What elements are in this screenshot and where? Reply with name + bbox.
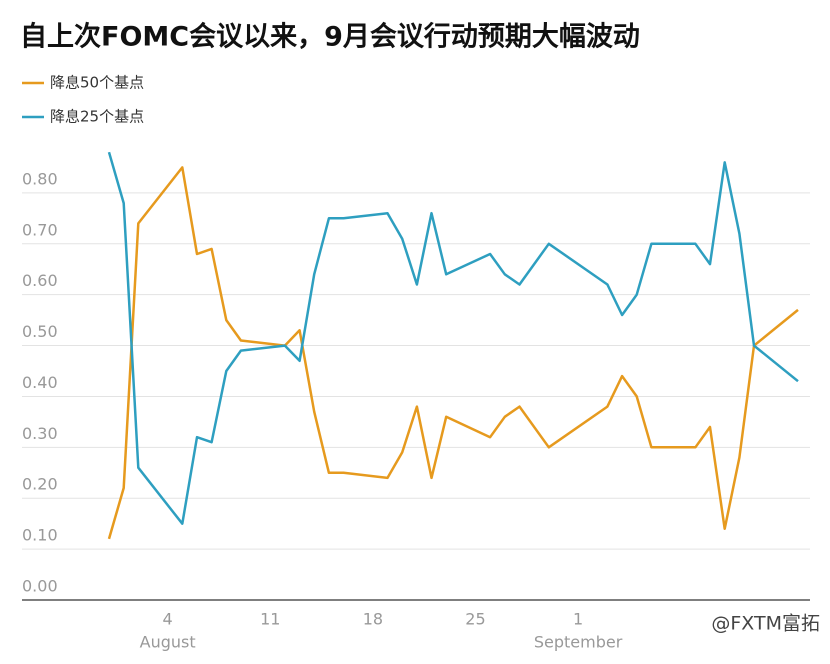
x-month-label: August	[140, 633, 196, 652]
x-tick-label: 18	[363, 610, 383, 629]
x-tick-label: 1	[573, 610, 583, 629]
y-tick-label: 0.60	[22, 271, 58, 290]
x-month-label: September	[534, 633, 623, 652]
y-tick-label: 0.40	[22, 373, 58, 392]
chart-title: 自上次FOMC会议以来，9月会议行动预期大幅波动	[20, 21, 640, 53]
y-tick-label: 0.30	[22, 424, 58, 443]
y-tick-label: 0.00	[22, 577, 58, 596]
legend-label: 降息25个基点	[50, 108, 144, 126]
series-line	[107, 151, 799, 525]
x-tick-label: 4	[163, 610, 173, 629]
y-tick-label: 0.80	[22, 169, 58, 188]
y-tick-label: 0.70	[22, 220, 58, 239]
y-tick-label: 0.50	[22, 322, 58, 341]
y-tick-label: 0.10	[22, 526, 58, 545]
series-line	[107, 166, 799, 540]
watermark: @FXTM富拓	[711, 613, 820, 635]
legend-label: 降息50个基点	[50, 74, 144, 92]
x-tick-label: 11	[260, 610, 280, 629]
y-tick-label: 0.20	[22, 475, 58, 494]
x-tick-label: 25	[465, 610, 485, 629]
